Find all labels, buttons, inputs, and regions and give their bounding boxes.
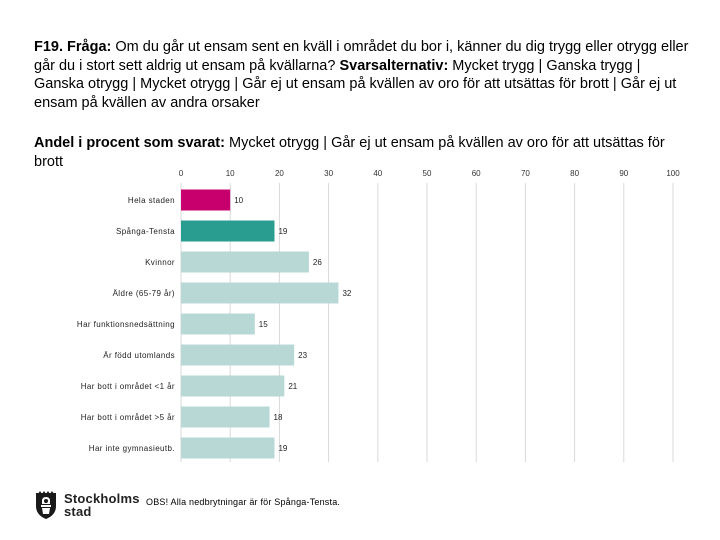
bar bbox=[181, 251, 309, 273]
x-tick-label: 10 bbox=[226, 169, 235, 178]
stockholm-crest-icon bbox=[36, 491, 56, 519]
question-body: Om du går ut ensam sent en kväll i områd… bbox=[34, 39, 689, 74]
subheading-body: Mycket otrygg | Går ej ut ensam på kväll… bbox=[34, 135, 665, 170]
x-tick-label: 50 bbox=[423, 169, 432, 178]
category-label: Har bott i området <1 år bbox=[81, 382, 175, 391]
value-label: 19 bbox=[278, 227, 287, 236]
value-label: 15 bbox=[259, 320, 268, 329]
value-label: 10 bbox=[234, 196, 243, 205]
bar bbox=[181, 437, 275, 459]
value-label: 32 bbox=[342, 289, 351, 298]
x-tick-label: 70 bbox=[521, 169, 530, 178]
x-tick-label: 80 bbox=[570, 169, 579, 178]
logo-line-2: stad bbox=[64, 504, 92, 519]
category-label: Är född utomlands bbox=[103, 351, 175, 360]
bar bbox=[181, 282, 339, 304]
category-label: Kvinnor bbox=[145, 258, 175, 267]
x-tick-label: 20 bbox=[275, 169, 284, 178]
question-text: F19. Fråga: Om du går ut ensam sent en k… bbox=[34, 38, 694, 112]
footnote: OBS! Alla nedbrytningar är för Spånga-Te… bbox=[146, 497, 341, 507]
subheading-label: Andel i procent som svarat: bbox=[34, 135, 225, 151]
x-tick-label: 100 bbox=[666, 169, 680, 178]
stockholm-logo: Stockholms stad bbox=[34, 490, 140, 520]
question-label: F19. Fråga: bbox=[34, 39, 112, 55]
category-label: Spånga-Tensta bbox=[116, 227, 175, 236]
x-tick-label: 0 bbox=[179, 169, 184, 178]
x-tick-label: 90 bbox=[619, 169, 628, 178]
category-label: Har bott i området >5 år bbox=[81, 413, 175, 422]
chart-subheading: Andel i procent som svarat: Mycket otryg… bbox=[34, 134, 674, 171]
category-label: Äldre (65-79 år) bbox=[113, 289, 175, 298]
x-tick-label: 30 bbox=[324, 169, 333, 178]
logo-wordmark: Stockholms stad bbox=[64, 492, 140, 518]
value-label: 19 bbox=[278, 444, 287, 453]
category-label: Har funktionsnedsättning bbox=[77, 320, 175, 329]
value-label: 23 bbox=[298, 351, 307, 360]
bar bbox=[181, 375, 285, 397]
value-label: 18 bbox=[274, 413, 283, 422]
logo-line-1: Stockholms bbox=[64, 491, 140, 506]
bar bbox=[181, 189, 231, 211]
x-tick-label: 40 bbox=[373, 169, 382, 178]
bar bbox=[181, 220, 275, 242]
answer-options-body: Mycket trygg | Ganska trygg | Ganska otr… bbox=[34, 57, 677, 111]
value-label: 21 bbox=[288, 382, 297, 391]
value-label: 26 bbox=[313, 258, 322, 267]
bar bbox=[181, 313, 255, 335]
bar bbox=[181, 344, 295, 366]
bar bbox=[181, 406, 270, 428]
category-label: Har inte gymnasieutb. bbox=[89, 444, 175, 453]
answer-options-label: Svarsalternativ: bbox=[339, 57, 449, 74]
x-tick-label: 60 bbox=[472, 169, 481, 178]
category-label: Hela staden bbox=[128, 196, 175, 205]
